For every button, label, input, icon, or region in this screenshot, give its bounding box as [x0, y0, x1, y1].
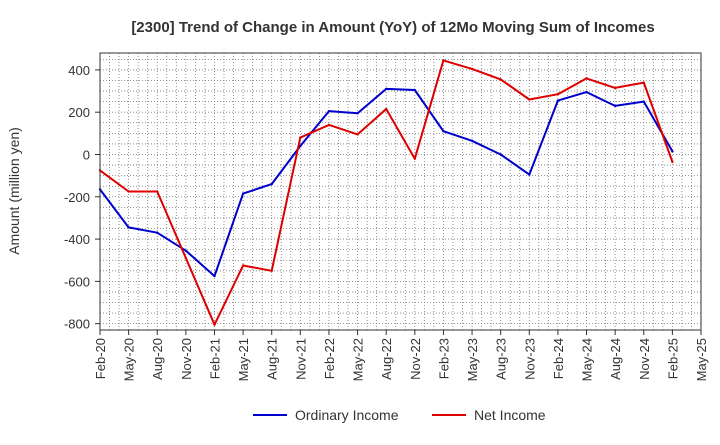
x-tick-label: Feb-25: [665, 338, 680, 379]
data-point-ordinary-income: [184, 249, 188, 252]
data-point-ordinary-income: [413, 88, 417, 92]
data-point-ordinary-income: [384, 87, 388, 91]
data-point-net-income: [156, 190, 159, 193]
x-tick-label: Nov-22: [408, 338, 423, 380]
plot-frame: [99, 52, 702, 331]
data-point-ordinary-income: [442, 130, 445, 133]
x-tick-label: May-24: [580, 338, 595, 381]
chart-title: [2300] Trend of Change in Amount (YoY) o…: [131, 19, 654, 36]
data-point-ordinary-income: [671, 150, 674, 153]
x-tick-label: Aug-24: [608, 338, 623, 380]
data-point-ordinary-income: [613, 104, 617, 108]
x-tick-label: Feb-24: [551, 338, 566, 379]
x-tick-label: Nov-21: [293, 338, 308, 380]
data-point-net-income: [241, 264, 245, 267]
grid: [99, 53, 702, 330]
data-point-ordinary-income: [470, 139, 474, 142]
data-point-net-income: [327, 123, 331, 127]
data-point-net-income: [356, 133, 359, 136]
data-point-ordinary-income: [327, 109, 331, 113]
y-axis-label: Amount (million yen): [6, 127, 22, 255]
data-point-ordinary-income: [156, 231, 159, 234]
data-point-net-income: [442, 59, 445, 62]
y-tick-label: 400: [68, 63, 90, 78]
data-point-ordinary-income: [299, 144, 302, 148]
data-point-net-income: [299, 136, 302, 139]
legend-label-net-income: Net Income: [474, 407, 546, 423]
legend: Ordinary Income Net Income: [253, 407, 546, 423]
data-point-ordinary-income: [642, 100, 645, 103]
x-tick-label: Nov-23: [522, 338, 537, 380]
x-tick-label: Nov-24: [637, 338, 652, 380]
x-tick-label: May-22: [351, 338, 366, 381]
data-point-ordinary-income: [356, 112, 359, 115]
x-tick-label: May-23: [465, 338, 480, 381]
y-tick-label: -800: [64, 317, 90, 332]
y-tick-label: 0: [83, 147, 90, 162]
data-point-net-income: [384, 107, 388, 111]
y-tick-label: -600: [64, 274, 90, 289]
series-lines: [98, 59, 674, 326]
x-tick-label: Aug-23: [494, 338, 509, 380]
data-point-ordinary-income: [499, 153, 502, 156]
x-tick-label: Feb-23: [436, 338, 451, 379]
legend-label-ordinary-income: Ordinary Income: [295, 407, 399, 423]
data-point-net-income: [127, 190, 130, 193]
data-point-ordinary-income: [585, 90, 588, 94]
y-tick-label: -400: [64, 232, 90, 247]
data-point-net-income: [642, 81, 645, 84]
data-point-net-income: [528, 98, 531, 101]
data-point-net-income: [184, 256, 188, 260]
x-tick-label: Aug-22: [379, 338, 394, 380]
data-point-ordinary-income: [213, 274, 216, 278]
data-point-ordinary-income: [528, 173, 531, 176]
x-tick-label: May-21: [236, 338, 251, 381]
data-point-net-income: [470, 67, 474, 71]
x-tick-label: Feb-20: [93, 338, 108, 379]
data-point-net-income: [613, 86, 617, 90]
x-tick-label: Aug-20: [150, 338, 165, 380]
data-point-ordinary-income: [556, 99, 560, 102]
x-tick-label: May-25: [694, 338, 709, 381]
data-point-ordinary-income: [241, 192, 245, 195]
data-point-net-income: [585, 77, 588, 80]
x-tick-label: May-20: [122, 338, 137, 381]
data-point-net-income: [671, 160, 674, 164]
x-tick-label: Feb-21: [207, 338, 222, 379]
x-tick-label: Nov-20: [179, 338, 194, 380]
data-point-net-income: [556, 93, 560, 96]
y-tick-label: -200: [64, 190, 90, 205]
data-point-net-income: [213, 323, 216, 326]
x-tick-label: Aug-21: [265, 338, 280, 380]
plot-area: [100, 53, 701, 330]
data-point-ordinary-income: [127, 226, 130, 229]
x-tick-label: Feb-22: [322, 338, 337, 379]
data-point-net-income: [499, 78, 502, 81]
data-point-net-income: [413, 157, 417, 160]
data-point-net-income: [270, 269, 273, 272]
data-point-ordinary-income: [270, 182, 273, 186]
y-tick-label: 200: [68, 105, 90, 120]
